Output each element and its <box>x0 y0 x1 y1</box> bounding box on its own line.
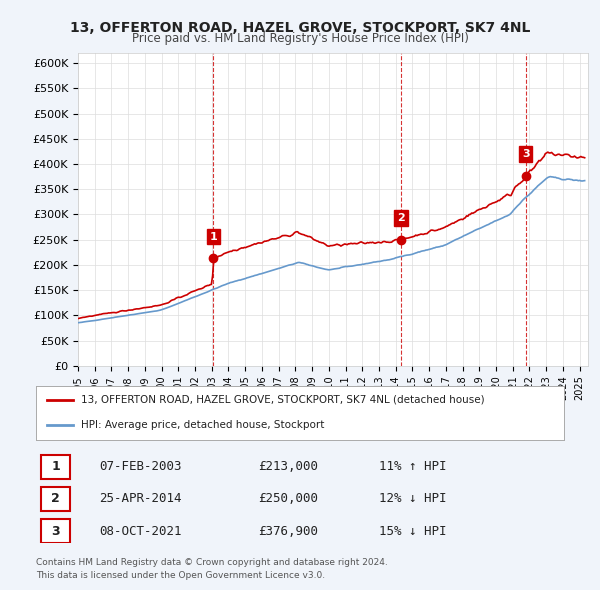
Text: £213,000: £213,000 <box>258 460 318 473</box>
Text: 12% ↓ HPI: 12% ↓ HPI <box>379 493 446 506</box>
Text: 1: 1 <box>51 460 60 473</box>
Text: Contains HM Land Registry data © Crown copyright and database right 2024.: Contains HM Land Registry data © Crown c… <box>36 558 388 566</box>
Text: HPI: Average price, detached house, Stockport: HPI: Average price, detached house, Stoc… <box>81 419 324 430</box>
Text: 15% ↓ HPI: 15% ↓ HPI <box>379 525 446 537</box>
FancyBboxPatch shape <box>41 455 70 478</box>
Text: 25-APR-2014: 25-APR-2014 <box>100 493 182 506</box>
Text: 11% ↑ HPI: 11% ↑ HPI <box>379 460 446 473</box>
Text: 2: 2 <box>397 213 405 223</box>
Text: £250,000: £250,000 <box>258 493 318 506</box>
FancyBboxPatch shape <box>41 487 70 511</box>
Text: 08-OCT-2021: 08-OCT-2021 <box>100 525 182 537</box>
Text: 3: 3 <box>522 149 529 159</box>
Text: 07-FEB-2003: 07-FEB-2003 <box>100 460 182 473</box>
Text: 3: 3 <box>51 525 60 537</box>
Text: Price paid vs. HM Land Registry's House Price Index (HPI): Price paid vs. HM Land Registry's House … <box>131 32 469 45</box>
FancyBboxPatch shape <box>41 519 70 543</box>
Text: 13, OFFERTON ROAD, HAZEL GROVE, STOCKPORT, SK7 4NL (detached house): 13, OFFERTON ROAD, HAZEL GROVE, STOCKPOR… <box>81 395 485 405</box>
Text: 2: 2 <box>51 493 60 506</box>
Text: 1: 1 <box>209 232 217 242</box>
Text: £376,900: £376,900 <box>258 525 318 537</box>
Text: 13, OFFERTON ROAD, HAZEL GROVE, STOCKPORT, SK7 4NL: 13, OFFERTON ROAD, HAZEL GROVE, STOCKPOR… <box>70 21 530 35</box>
Text: This data is licensed under the Open Government Licence v3.0.: This data is licensed under the Open Gov… <box>36 571 325 580</box>
